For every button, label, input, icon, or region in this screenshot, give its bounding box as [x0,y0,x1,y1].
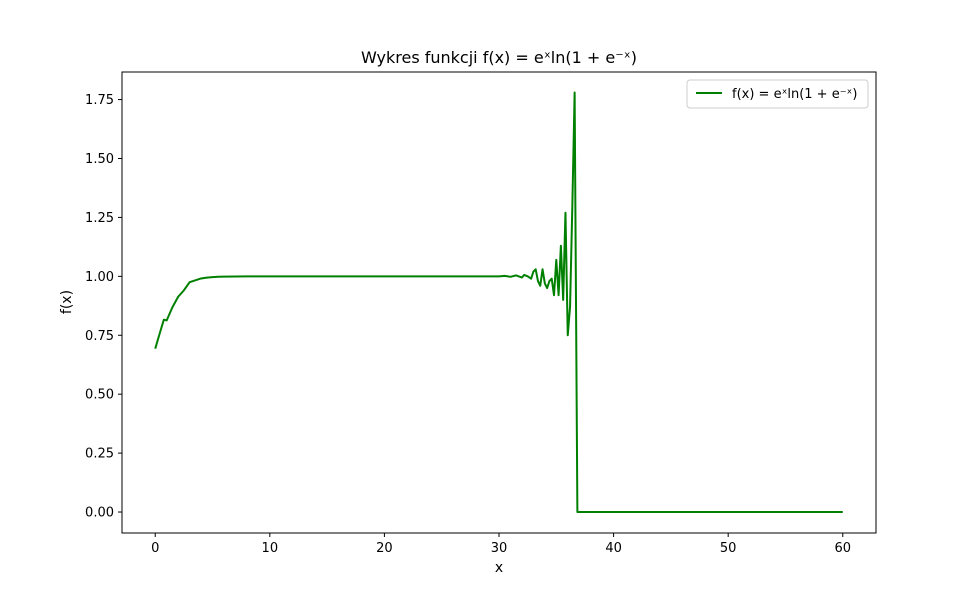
y-axis-label: f(x) [59,290,75,314]
y-tick-label: 1.00 [85,270,114,285]
x-tick-label: 40 [605,541,622,556]
x-tick-label: 30 [491,541,508,556]
x-tick-label: 20 [376,541,393,556]
y-tick-label: 0.25 [85,447,114,462]
x-tick-label: 60 [834,541,851,556]
legend-entry-label: f(x) = eˣln(1 + e⁻ˣ) [732,87,857,102]
series-line [154,91,843,514]
x-axis-label: x [495,560,503,576]
x-tick-label: 50 [720,541,737,556]
x-tick-label: 0 [151,541,159,556]
y-tick-label: 0.50 [85,388,114,403]
legend: f(x) = eˣln(1 + e⁻ˣ) [686,79,869,109]
y-tick-label: 0.00 [85,506,114,521]
y-tick-label: 1.75 [85,93,114,108]
y-tick-label: 0.75 [85,329,114,344]
legend-box [686,79,869,109]
chart-title: Wykres funkcji f(x) = eˣln(1 + e⁻ˣ) [361,48,637,67]
y-tick-label: 1.50 [85,152,114,167]
y-tick-label: 1.25 [85,211,114,226]
x-tick-label: 10 [262,541,279,556]
plot-frame [121,71,877,534]
